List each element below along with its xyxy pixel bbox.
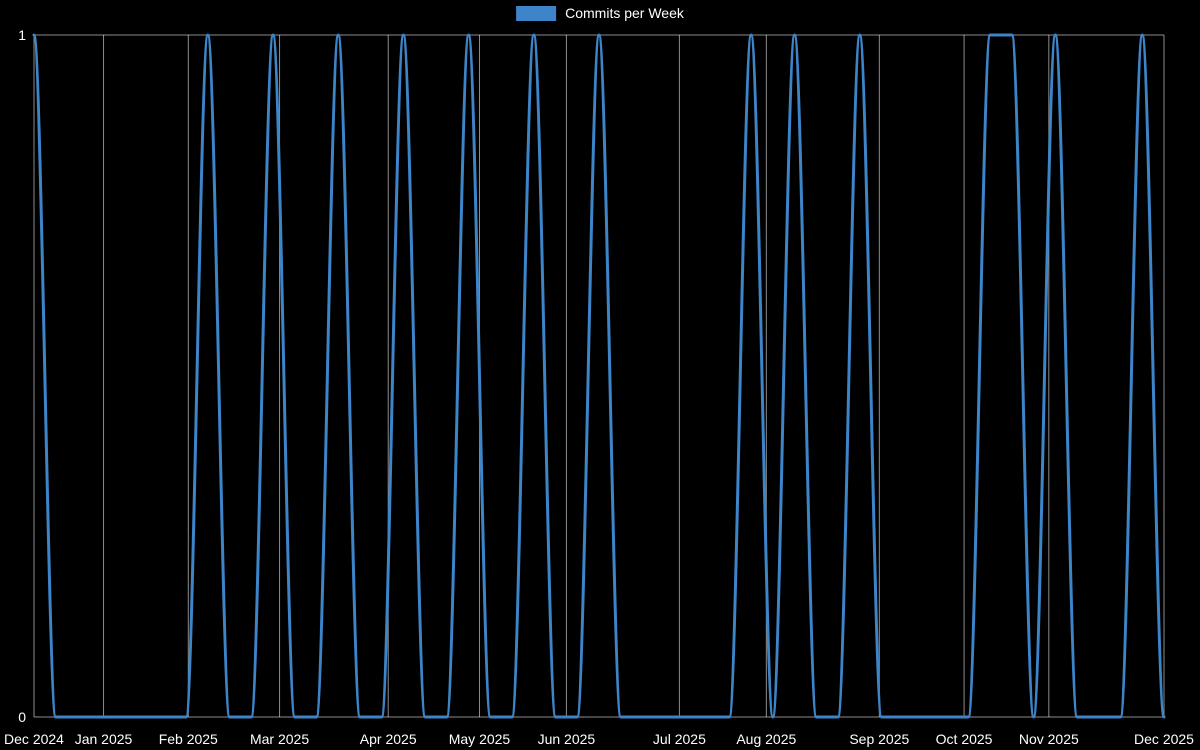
x-tick-label: Feb 2025 — [159, 731, 218, 747]
legend-label: Commits per Week — [565, 5, 684, 21]
x-tick-label: Jun 2025 — [538, 731, 596, 747]
x-tick-label: Dec 2025 — [1134, 731, 1194, 747]
x-tick-label: Jan 2025 — [75, 731, 133, 747]
y-tick-label: 0 — [18, 709, 26, 725]
legend-item-commits[interactable]: Commits per Week — [516, 6, 684, 21]
y-tick-label: 1 — [18, 27, 26, 43]
x-tick-label: Aug 2025 — [736, 731, 796, 747]
x-tick-label: Nov 2025 — [1019, 731, 1079, 747]
x-tick-label: Sep 2025 — [849, 731, 909, 747]
x-tick-label: May 2025 — [449, 731, 511, 747]
legend: Commits per Week — [516, 6, 684, 21]
legend-swatch-icon — [516, 6, 557, 21]
x-tick-label: Apr 2025 — [360, 731, 417, 747]
x-tick-label: Dec 2024 — [4, 731, 64, 747]
commits-line — [32, 33, 1166, 719]
x-tick-label: Jul 2025 — [653, 731, 706, 747]
x-tick-label: Mar 2025 — [250, 731, 309, 747]
x-tick-label: Oct 2025 — [936, 731, 993, 747]
